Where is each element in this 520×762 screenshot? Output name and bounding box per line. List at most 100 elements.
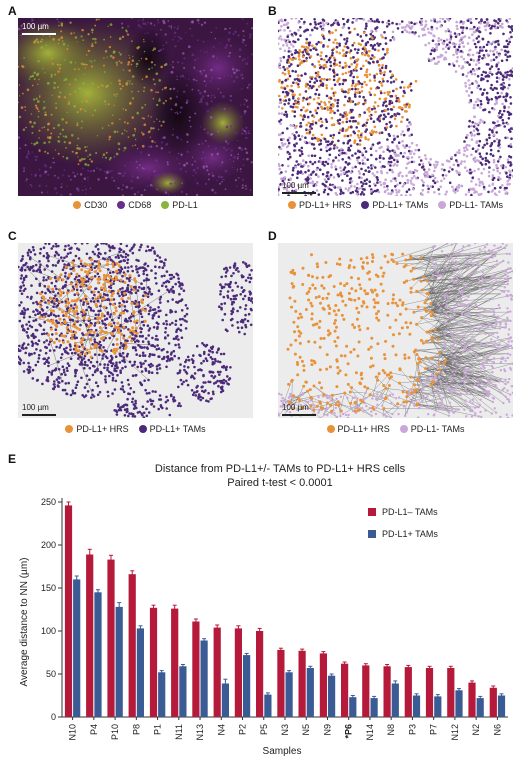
hrs-dot (124, 341, 128, 345)
tam-dot (32, 269, 35, 273)
cell-dot (326, 108, 330, 111)
stain-speck (243, 58, 246, 61)
tam-dot (27, 320, 31, 324)
stain-speck (180, 153, 183, 156)
legend-item: PD-L1 (161, 200, 198, 210)
tam-dot (244, 279, 248, 282)
hrs-dot (51, 321, 55, 325)
tam-dot (56, 321, 59, 325)
cell-dot (423, 154, 427, 157)
tam-dot (54, 328, 58, 331)
cell-dot (285, 115, 289, 118)
cell-dot (299, 34, 302, 37)
cell-dot (469, 18, 473, 21)
stain-speck (246, 87, 249, 89)
stain-speck (78, 147, 81, 151)
cell-dot (479, 22, 482, 25)
cell-dot (323, 77, 326, 81)
tam-dot (201, 342, 204, 345)
tam-dot (190, 389, 194, 392)
tam-dot (139, 345, 142, 348)
cell-dot (474, 183, 478, 186)
stain-speck (66, 111, 68, 114)
cell-dot (356, 121, 360, 125)
cell-dot (309, 173, 313, 176)
cell-dot (435, 48, 438, 52)
tam-dot (93, 266, 97, 270)
stain-speck (31, 125, 34, 128)
cell-dot (503, 45, 506, 48)
cell-dot (278, 186, 280, 189)
cell-dot (332, 123, 336, 126)
tam-dot (98, 346, 102, 350)
cell-dot (396, 183, 399, 187)
hrs-dot (70, 289, 74, 292)
cell-dot (508, 155, 511, 158)
cell-dot (419, 159, 423, 162)
stain-speck (113, 104, 115, 106)
tam-dot (36, 302, 39, 306)
stain-speck (52, 38, 55, 41)
cell-dot (316, 106, 320, 110)
cell-dot (389, 164, 392, 167)
cell-dot (294, 136, 297, 139)
cell-dot (493, 86, 497, 90)
stain-speck (138, 59, 140, 62)
tam-dot (79, 289, 83, 292)
tam-dot (134, 334, 137, 337)
cell-dot (292, 97, 295, 100)
cell-dot (279, 47, 282, 51)
stain-speck (76, 110, 79, 114)
tam-dot (55, 305, 58, 308)
cell-dot (498, 111, 501, 115)
stain-speck (222, 146, 226, 150)
cell-dot (332, 75, 336, 78)
cell-dot (477, 167, 480, 171)
stain-speck (60, 186, 63, 189)
stain-speck (219, 164, 222, 167)
tam-dot (111, 362, 115, 365)
stain-speck (232, 160, 235, 162)
cell-dot (360, 82, 364, 86)
cell-dot (280, 25, 283, 28)
stain-speck (82, 89, 85, 92)
tam-dot (85, 374, 89, 377)
tam-dot (20, 301, 23, 304)
cell-dot (481, 120, 485, 123)
tam-dot (32, 301, 35, 305)
cell-dot (305, 41, 308, 45)
stain-speck (150, 88, 153, 92)
tam-dot (230, 274, 233, 278)
tam-dot (167, 342, 171, 345)
stain-speck (35, 106, 39, 109)
legend-item: PD-L1+ HRS (288, 200, 351, 210)
cell-dot (438, 20, 442, 23)
cell-dot (408, 105, 411, 109)
tam-dot (31, 342, 35, 345)
cell-dot (285, 41, 288, 44)
stain-speck (169, 87, 172, 91)
hrs-dot (96, 316, 100, 320)
tam-dot (232, 264, 236, 267)
stain-speck (30, 173, 33, 176)
stain-speck (217, 118, 220, 121)
tam-dot (72, 266, 75, 269)
tam-dot (18, 362, 22, 366)
cell-dot (468, 168, 472, 172)
tam-dot (148, 355, 151, 358)
tam-dot (61, 365, 65, 368)
tam-dot (251, 301, 253, 304)
cell-dot (337, 131, 341, 135)
cell-dot (372, 130, 376, 134)
cell-dot (317, 60, 321, 63)
cell-dot (497, 149, 500, 153)
panel-letter-b: B (268, 4, 277, 18)
stain-speck (219, 110, 221, 113)
stain-speck (129, 80, 131, 82)
tam-dot (29, 256, 32, 259)
tam-dot (247, 298, 251, 302)
tam-dot (247, 296, 251, 300)
cell-dot (308, 43, 311, 47)
cell-dot (501, 118, 505, 122)
cell-dot (412, 152, 416, 156)
